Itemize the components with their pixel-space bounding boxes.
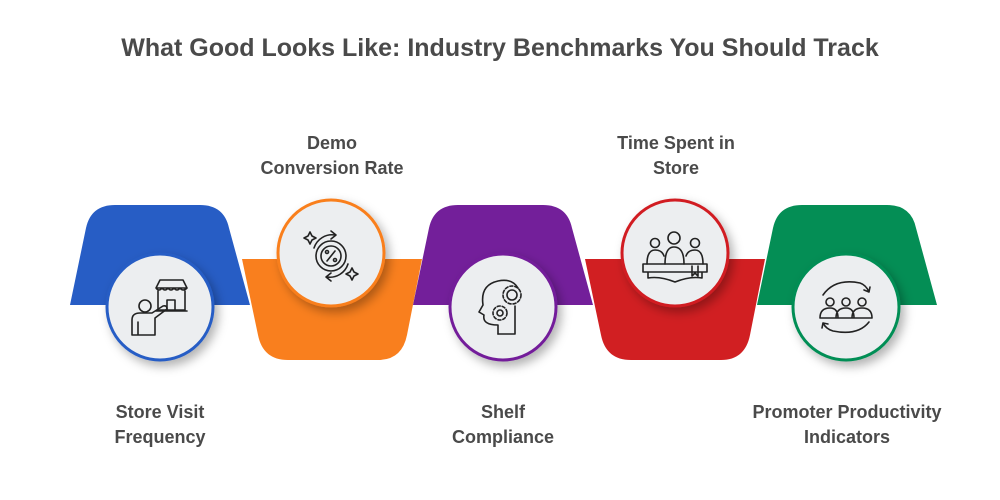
step-3-label-line-2: Compliance (451, 427, 555, 447)
step-2-circle (276, 198, 386, 308)
step-1-label-line-1: Store Visit (115, 402, 205, 422)
head-gears-icon (478, 279, 522, 335)
step-1-label: Store Visit Frequency (40, 400, 280, 450)
step-4-label-line-2: Store (652, 158, 699, 178)
step-5-label-line-1: Promoter Productivity (752, 402, 942, 422)
team-cycle-icon (819, 281, 873, 334)
step-3-label-line-1: Shelf (480, 402, 525, 422)
step-2-label-line-1: Demo (306, 133, 357, 153)
step-3-label: Shelf Compliance (383, 400, 623, 450)
step-2-label: Demo Conversion Rate (212, 131, 452, 181)
store-visit-icon (131, 279, 188, 336)
percent-cycle-icon (303, 230, 359, 282)
step-5-circle (791, 252, 901, 362)
step-4-shape (585, 259, 765, 360)
step-4-label: Time Spent in Store (556, 131, 796, 181)
step-1-label-line-2: Frequency (114, 427, 206, 447)
step-2-label-line-2: Conversion Rate (260, 158, 404, 178)
step-4-label-line-1: Time Spent in (617, 133, 735, 153)
step-4-circle (620, 198, 730, 308)
group-reading-icon (642, 231, 708, 283)
step-5-label: Promoter Productivity Indicators (727, 400, 967, 450)
step-5-label-line-2: Indicators (803, 427, 891, 447)
page-title: What Good Looks Like: Industry Benchmark… (121, 34, 879, 62)
